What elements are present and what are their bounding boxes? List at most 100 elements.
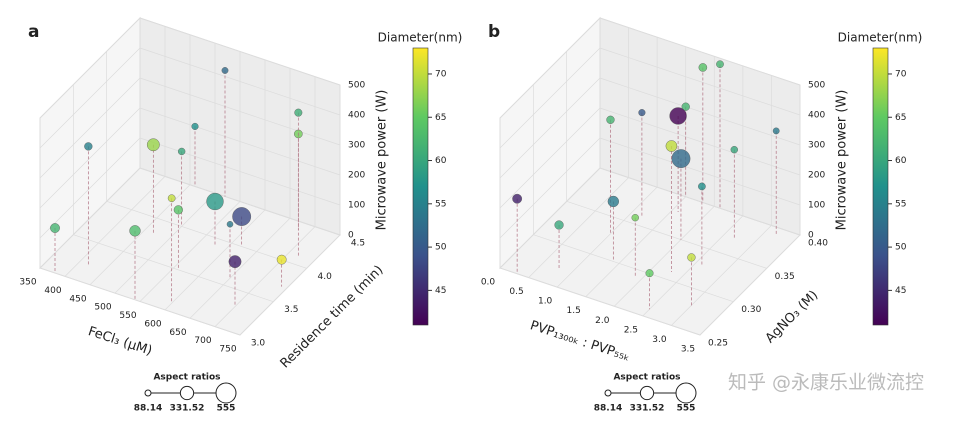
grid-line [599, 47, 801, 116]
colorbar-tick-label: 70 [895, 69, 907, 79]
x-tick-label: 700 [194, 336, 211, 346]
grid-line [114, 192, 216, 294]
grid-line [566, 201, 767, 269]
grid-line [599, 167, 801, 236]
grid-line [164, 209, 266, 311]
colorbar-title: Diameter(nm) [838, 31, 923, 45]
z-axis-label: Microwave power (W) [375, 90, 390, 231]
point [232, 207, 252, 226]
x-tick-label: 750 [219, 345, 236, 355]
size-legend-marker [604, 389, 612, 397]
z-tick-label: 500 [808, 81, 825, 91]
x-tick-label: 0.0 [481, 278, 496, 288]
point [645, 269, 654, 278]
y-tick-label: 0.40 [808, 239, 828, 249]
point [607, 195, 619, 208]
point [687, 253, 696, 262]
z-tick-label: 100 [348, 201, 365, 211]
point [206, 192, 224, 211]
point [226, 221, 234, 228]
point [638, 109, 646, 117]
grid-line [556, 186, 658, 288]
colorbar-tick-label: 50 [895, 243, 907, 253]
point [772, 127, 780, 135]
size-legend-label: 555 [677, 404, 696, 414]
z-axis-label: Microwave power (W) [835, 90, 850, 231]
colorbar-tick-label: 65 [895, 113, 906, 123]
grid-line [139, 137, 341, 206]
x-tick-label: 2.0 [595, 316, 610, 326]
x-tick-label: 450 [69, 294, 86, 304]
size-legend-title: Aspect ratios [153, 373, 220, 383]
z-tick-label: 100 [808, 201, 825, 211]
y-tick-label: 3.0 [251, 339, 266, 349]
point [129, 225, 141, 237]
z-tick-label: 500 [348, 81, 365, 91]
grid-line [139, 167, 341, 236]
point [177, 147, 186, 156]
grid-line [585, 196, 686, 297]
grid-line [642, 215, 744, 317]
colorbar [872, 47, 889, 326]
x-tick-label: 400 [44, 286, 61, 296]
size-legend-marker [144, 389, 152, 397]
grid-line [139, 107, 341, 176]
z-tick-label: 300 [348, 141, 365, 151]
x-tick-label: 3.0 [652, 335, 667, 345]
point [50, 223, 60, 233]
size-legend-marker [179, 385, 195, 401]
grid-line [599, 137, 801, 206]
point [606, 115, 615, 124]
z-tick-label: 400 [808, 111, 825, 121]
y-tick-label: 3.5 [284, 305, 298, 315]
grid-line [499, 267, 701, 336]
z-tick-label: 0 [348, 231, 354, 241]
x-tick-label: 500 [94, 303, 111, 313]
grid-line [499, 77, 601, 179]
size-legend-label: 88.14 [594, 404, 622, 414]
grid-line [39, 167, 141, 269]
colorbar [412, 47, 429, 326]
grid-line [39, 77, 141, 179]
grid-line [699, 234, 801, 336]
grid-line [499, 17, 601, 119]
size-legend-marker [675, 382, 697, 404]
point [84, 142, 93, 151]
size-legend-label: 88.14 [134, 404, 162, 414]
y-tick-label: 0.25 [708, 339, 728, 349]
grid-line [39, 47, 141, 149]
grid-line [239, 234, 341, 336]
x-tick-label: 1.5 [567, 306, 581, 316]
grid-line [614, 206, 715, 307]
point [671, 149, 691, 168]
grid-line [39, 267, 241, 336]
colorbar-tick-label: 70 [435, 69, 447, 79]
grid-line [499, 107, 601, 209]
grid-line [599, 107, 801, 176]
grid-line [599, 17, 801, 86]
colorbar-tick-label: 55 [435, 199, 446, 209]
grid-line [189, 218, 291, 319]
z-tick-label: 200 [808, 171, 825, 181]
z-tick-label: 200 [348, 171, 365, 181]
z-tick-label: 300 [808, 141, 825, 151]
grid-line [599, 77, 801, 146]
point [276, 254, 287, 265]
size-legend-marker [215, 382, 237, 404]
grid-line [671, 225, 772, 326]
size-legend-label: 331.52 [630, 404, 665, 414]
z-tick-label: 400 [348, 111, 365, 121]
grid-line [499, 47, 601, 149]
y-tick-label: 4.0 [318, 272, 333, 282]
size-legend-label: 331.52 [170, 404, 205, 414]
x-tick-label: 1.0 [538, 297, 553, 307]
colorbar-tick-label: 45 [435, 286, 446, 296]
colorbar-tick-label: 45 [895, 286, 906, 296]
x-tick-label: 2.5 [624, 325, 638, 335]
x-tick-label: 600 [144, 319, 161, 329]
grid-line [499, 137, 601, 239]
point [716, 60, 724, 69]
point [228, 255, 242, 269]
grid-line [39, 17, 141, 119]
